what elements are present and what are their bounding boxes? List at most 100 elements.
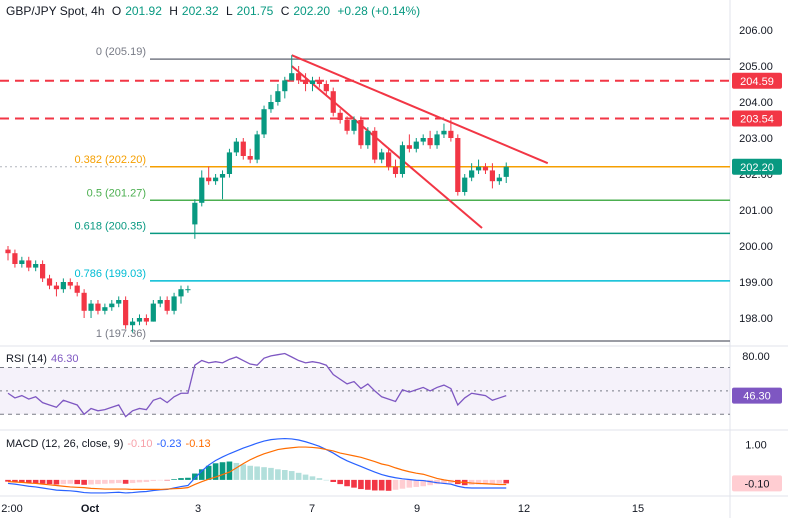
candle (475, 166, 482, 171)
fib-label: 0.786 (199.03) (74, 268, 146, 280)
macd-histogram-bar (25, 479, 32, 484)
macd-histogram-bar (247, 465, 253, 480)
candle (379, 152, 385, 160)
macd-histogram-bar (67, 479, 74, 484)
macd-histogram-bar (219, 462, 226, 480)
macd-histogram-bar (503, 479, 510, 484)
macd-histogram-bar (482, 479, 489, 485)
macd-histogram-bar (46, 479, 53, 485)
macd-histogram-bar (88, 479, 94, 485)
macd-histogram-bar (60, 479, 67, 485)
candle (462, 177, 468, 192)
macd-histogram-bar (316, 478, 323, 480)
candle (109, 303, 115, 308)
candle (289, 73, 295, 81)
candle (275, 91, 281, 102)
rsi-title: RSI (14) 46.30 (6, 353, 83, 365)
fib-label: 0.5 (201.27) (87, 187, 146, 199)
macd-histogram-bar (95, 479, 101, 485)
rsi-value-tag (732, 387, 782, 404)
candle (26, 260, 32, 268)
candle (365, 130, 371, 146)
macd-histogram-bar (143, 479, 150, 482)
close-value: 202.20 (293, 4, 331, 18)
macd-histogram-bar (109, 479, 115, 484)
macd-histogram-bar (302, 474, 309, 480)
macd-histogram-bar (420, 479, 426, 487)
macd-histogram-bar (122, 479, 129, 484)
macd-signal-value: -0.13 (185, 438, 211, 450)
candle (60, 282, 66, 290)
macd-histogram-bar (496, 479, 503, 484)
candle (219, 174, 226, 178)
candle (316, 80, 322, 84)
macd-histogram-bar (233, 462, 240, 480)
candle (116, 300, 122, 304)
macd-histogram-bar (282, 470, 288, 480)
candle (247, 156, 253, 160)
x-tick-label: 7 (309, 503, 315, 515)
candle (185, 289, 191, 291)
candle (81, 292, 87, 311)
x-tick-label: 3 (195, 503, 201, 515)
candle (372, 130, 378, 160)
macd-histogram-bar (192, 473, 198, 480)
macd-histogram-bar (323, 479, 330, 481)
candle (33, 264, 39, 268)
macd-histogram-bar (489, 479, 496, 484)
candle (102, 307, 108, 311)
candle (323, 84, 329, 92)
candle (95, 303, 101, 311)
macd-line-value: -0.23 (156, 438, 182, 450)
candle (164, 300, 170, 311)
macd-tick-label: 1.00 (745, 440, 766, 452)
candle (268, 102, 274, 110)
x-tick-label: 15 (632, 503, 644, 515)
trendline (291, 54, 549, 165)
macd-histogram-bar (275, 469, 281, 480)
price-tick-label: 203.00 (739, 133, 773, 145)
macd-histogram-bar (39, 479, 46, 484)
macd-histogram-bar (261, 467, 267, 480)
macd-value-tag (732, 475, 782, 492)
macd-histogram-bar (12, 479, 18, 482)
macd-histogram-bar (32, 479, 39, 484)
open-value: 201.92 (125, 4, 162, 18)
macd-histogram-bar (434, 479, 440, 485)
macd-histogram-bar (475, 479, 482, 485)
candle (19, 260, 25, 264)
high-value: 202.32 (181, 4, 219, 18)
rsi-tick-label: 80.00 (742, 351, 770, 363)
candle (448, 130, 454, 138)
resistance-tag (732, 110, 782, 127)
candle (489, 170, 495, 182)
macd-signal-line (7, 446, 507, 491)
candle (434, 134, 440, 146)
macd-value-tag-label: -0.10 (744, 478, 769, 490)
candle (53, 285, 60, 290)
low-label: L (225, 4, 233, 18)
macd-histogram-bar (378, 479, 385, 491)
candle (12, 253, 18, 264)
candle (206, 177, 212, 182)
candle (5, 249, 11, 254)
high-label: H (169, 4, 178, 18)
macd-histogram-bar (178, 478, 184, 480)
candle (67, 282, 73, 286)
macd-histogram-bar (205, 465, 212, 480)
macd-histogram-bar (371, 479, 378, 491)
candle (150, 303, 156, 322)
macd-histogram-bar (351, 479, 357, 488)
macd-line (7, 437, 507, 494)
candle (455, 138, 461, 192)
low-value: 201.75 (236, 4, 274, 18)
symbol-title: GBP/JPY Spot, 4h (6, 4, 105, 18)
candle (296, 73, 302, 81)
price-tick-label: 205.00 (739, 61, 773, 73)
candle (330, 91, 336, 113)
price-tick-label: 199.00 (739, 277, 773, 289)
candle (337, 112, 343, 120)
candle (171, 296, 177, 311)
macd-histogram-bar (212, 463, 219, 480)
